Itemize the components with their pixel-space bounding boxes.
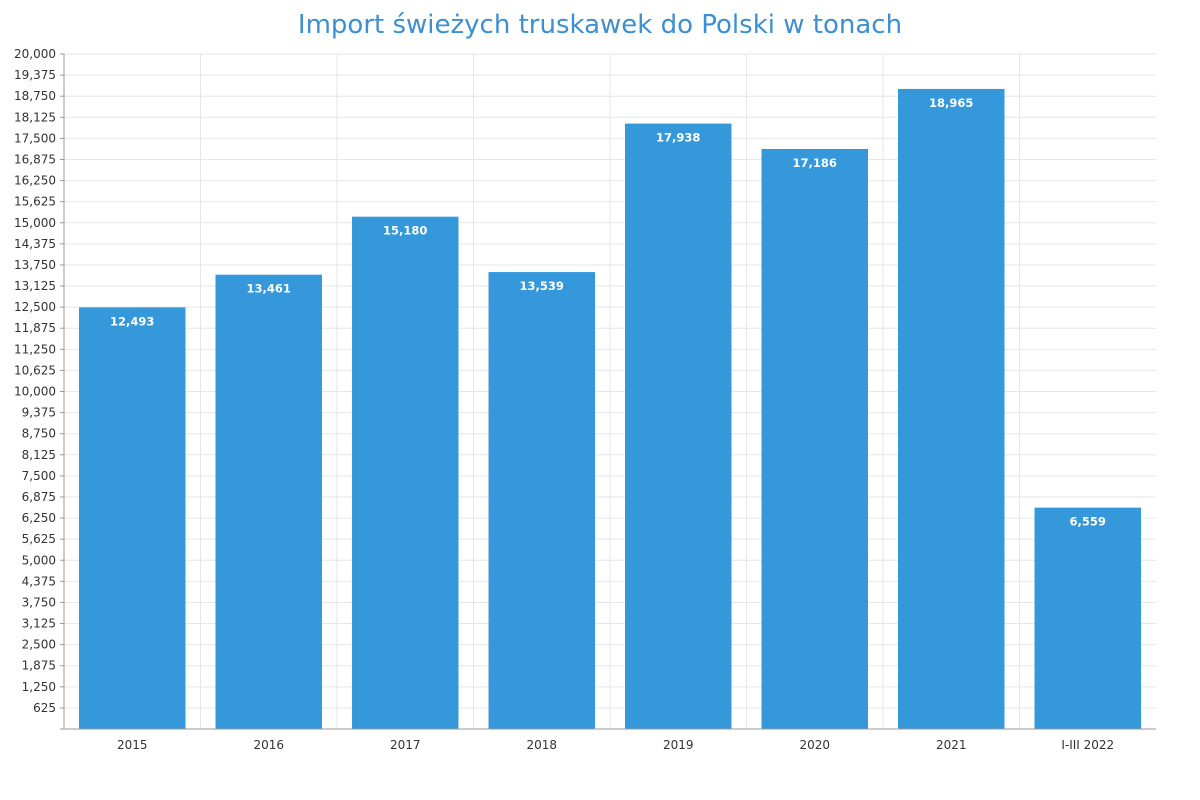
bar xyxy=(488,272,595,729)
x-tick-label: 2020 xyxy=(799,738,830,752)
y-tick-label: 3,750 xyxy=(22,595,56,609)
bar xyxy=(1034,507,1141,729)
y-tick-label: 8,125 xyxy=(22,448,56,462)
data-label: 13,461 xyxy=(247,282,291,296)
bar xyxy=(898,88,1005,729)
bar xyxy=(352,216,459,730)
data-label: 6,559 xyxy=(1070,515,1106,529)
y-tick-label: 3,125 xyxy=(22,617,56,631)
x-tick-label: 2021 xyxy=(936,738,967,752)
bars-layer: 12,493 13,461 15,180 13,539 17,938 17,186 18,9… xyxy=(79,88,1141,730)
y-tick-label: 17,500 xyxy=(14,131,56,145)
x-tick-label: 2017 xyxy=(390,738,421,752)
y-tick-label: 4,375 xyxy=(22,574,56,588)
x-tick-label: I-III 2022 xyxy=(1061,738,1114,752)
bar xyxy=(79,307,186,729)
y-tick-label: 10,000 xyxy=(14,385,56,399)
y-tick-label: 7,500 xyxy=(22,469,56,483)
y-tick-label: 5,625 xyxy=(22,532,56,546)
y-tick-label: 16,875 xyxy=(14,152,56,166)
x-tick-label: 2015 xyxy=(117,738,148,752)
y-tick-label: 625 xyxy=(33,701,56,715)
y-tick-label: 10,625 xyxy=(14,363,56,377)
y-tick-label: 8,750 xyxy=(22,427,56,441)
y-tick-label: 16,250 xyxy=(14,174,56,188)
y-tick-label: 18,750 xyxy=(14,89,56,103)
y-tick-label: 6,250 xyxy=(22,511,56,525)
data-label: 12,493 xyxy=(110,314,154,328)
chart-title: Import świeżych truskawek do Polski w to… xyxy=(297,10,903,40)
y-tick-label: 1,875 xyxy=(22,659,56,673)
y-tick-label: 18,125 xyxy=(14,110,56,124)
bar xyxy=(215,274,322,729)
y-tick-label: 20,000 xyxy=(14,47,56,61)
data-label: 15,180 xyxy=(383,224,427,238)
data-label: 18,965 xyxy=(929,96,973,110)
y-tick-label: 15,625 xyxy=(14,195,56,209)
y-tick-label: 11,250 xyxy=(14,342,56,356)
y-tick-label: 11,875 xyxy=(14,321,56,335)
y-tick-label: 13,750 xyxy=(14,258,56,272)
data-label: 17,186 xyxy=(793,156,837,170)
data-label: 13,539 xyxy=(520,279,564,293)
y-tick-label: 5,000 xyxy=(22,553,56,567)
x-tick-label: 2018 xyxy=(526,738,557,752)
y-tick-label: 13,125 xyxy=(14,279,56,293)
bar xyxy=(625,123,732,729)
axis-layer: 625 1,250 1,875 2,500 3,125 3,750 4,375 5,000 5,… xyxy=(14,47,1156,752)
y-tick-label: 15,000 xyxy=(14,216,56,230)
y-tick-label: 2,500 xyxy=(22,638,56,652)
data-label: 17,938 xyxy=(656,131,700,145)
y-tick-label: 14,375 xyxy=(14,237,56,251)
x-tick-label: 2019 xyxy=(663,738,694,752)
y-tick-label: 9,375 xyxy=(22,406,56,420)
x-tick-label: 2016 xyxy=(253,738,284,752)
y-tick-label: 6,875 xyxy=(22,490,56,504)
y-tick-label: 19,375 xyxy=(14,68,56,82)
bar xyxy=(761,148,868,729)
y-tick-label: 12,500 xyxy=(14,300,56,314)
y-tick-label: 1,250 xyxy=(22,680,56,694)
